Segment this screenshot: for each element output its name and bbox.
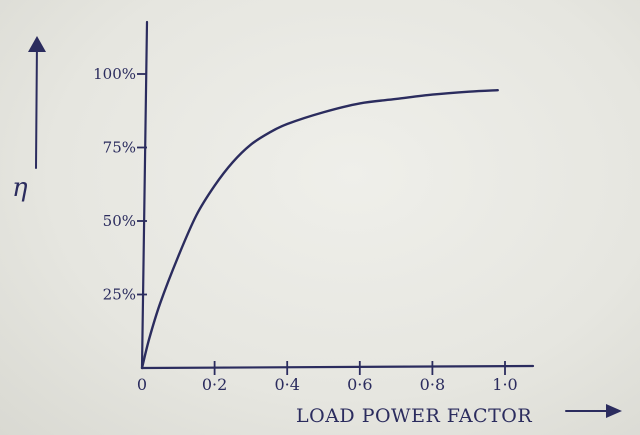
x-tick-label: 1·0	[492, 375, 517, 394]
x-tick-label: 0·4	[274, 375, 299, 394]
y-direction-arrow-head	[28, 36, 46, 52]
x-tick-label: 0	[137, 375, 147, 394]
y-axis-line	[140, 20, 149, 370]
y-tick-label: 25%	[103, 286, 136, 304]
y-tick-label: 100%	[93, 65, 136, 83]
x-tick-label: 0·6	[347, 375, 372, 394]
y-direction-arrow-shaft	[35, 39, 38, 169]
x-axis-line	[140, 364, 535, 370]
y-tick-label: 50%	[103, 212, 136, 230]
axes	[28, 20, 622, 418]
labels: 0 0·2 0·4 0·6 0·8 1·0 25% 50% 75% 100% LOAD POWER …	[12, 65, 532, 427]
x-axis-title: LOAD POWER FACTOR	[296, 405, 532, 427]
x-tick-label: 0·8	[420, 375, 445, 394]
efficiency-curve	[140, 88, 499, 370]
x-direction-arrow-head	[606, 404, 622, 418]
x-tick-label: 0·2	[202, 375, 227, 394]
ticks	[137, 73, 506, 375]
curve-layer	[140, 88, 499, 370]
y-tick-label: 75%	[103, 139, 136, 157]
y-axis-title: η	[12, 173, 28, 203]
